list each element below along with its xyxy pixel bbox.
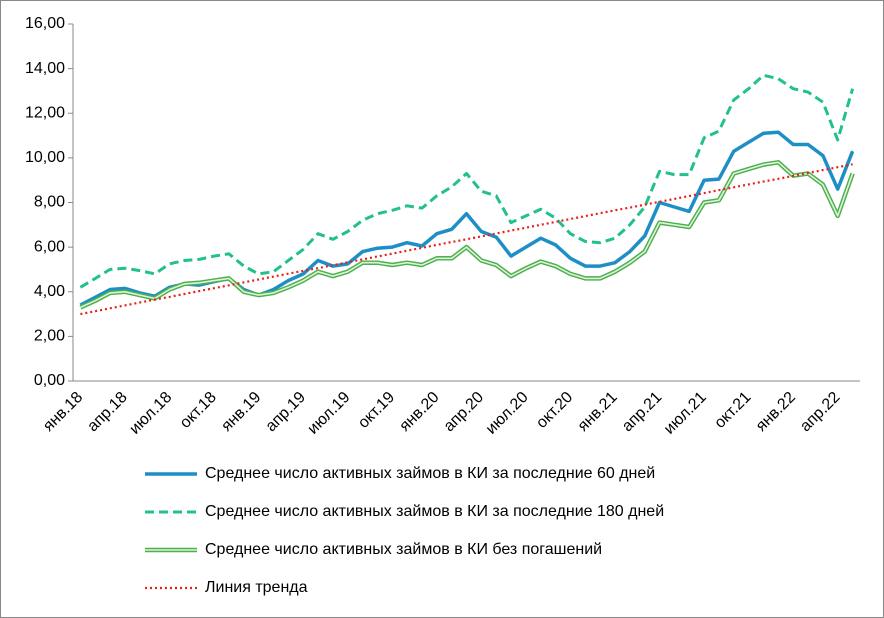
legend-label: Среднее число активных займов в КИ за по… (205, 465, 655, 482)
y-tick-label: 8,00 (34, 194, 65, 211)
y-tick-label: 0,00 (34, 372, 65, 389)
series-line (79, 73, 855, 289)
y-tick-label: 12,00 (25, 104, 65, 121)
y-tick-label: 16,00 (25, 15, 65, 32)
series-line (80, 163, 853, 316)
y-tick-label: 6,00 (34, 238, 65, 255)
legend-label: Среднее число активных займов в КИ без п… (205, 541, 602, 558)
y-tick-label: 2,00 (34, 328, 65, 345)
line-highlight (80, 161, 854, 309)
y-tick-label: 10,00 (25, 149, 65, 166)
y-tick-label: 14,00 (25, 60, 65, 77)
legend-label: Среднее число активных займов в КИ за по… (205, 503, 664, 520)
legend-label: Линия тренда (205, 579, 308, 596)
y-tick-label: 4,00 (34, 283, 65, 300)
